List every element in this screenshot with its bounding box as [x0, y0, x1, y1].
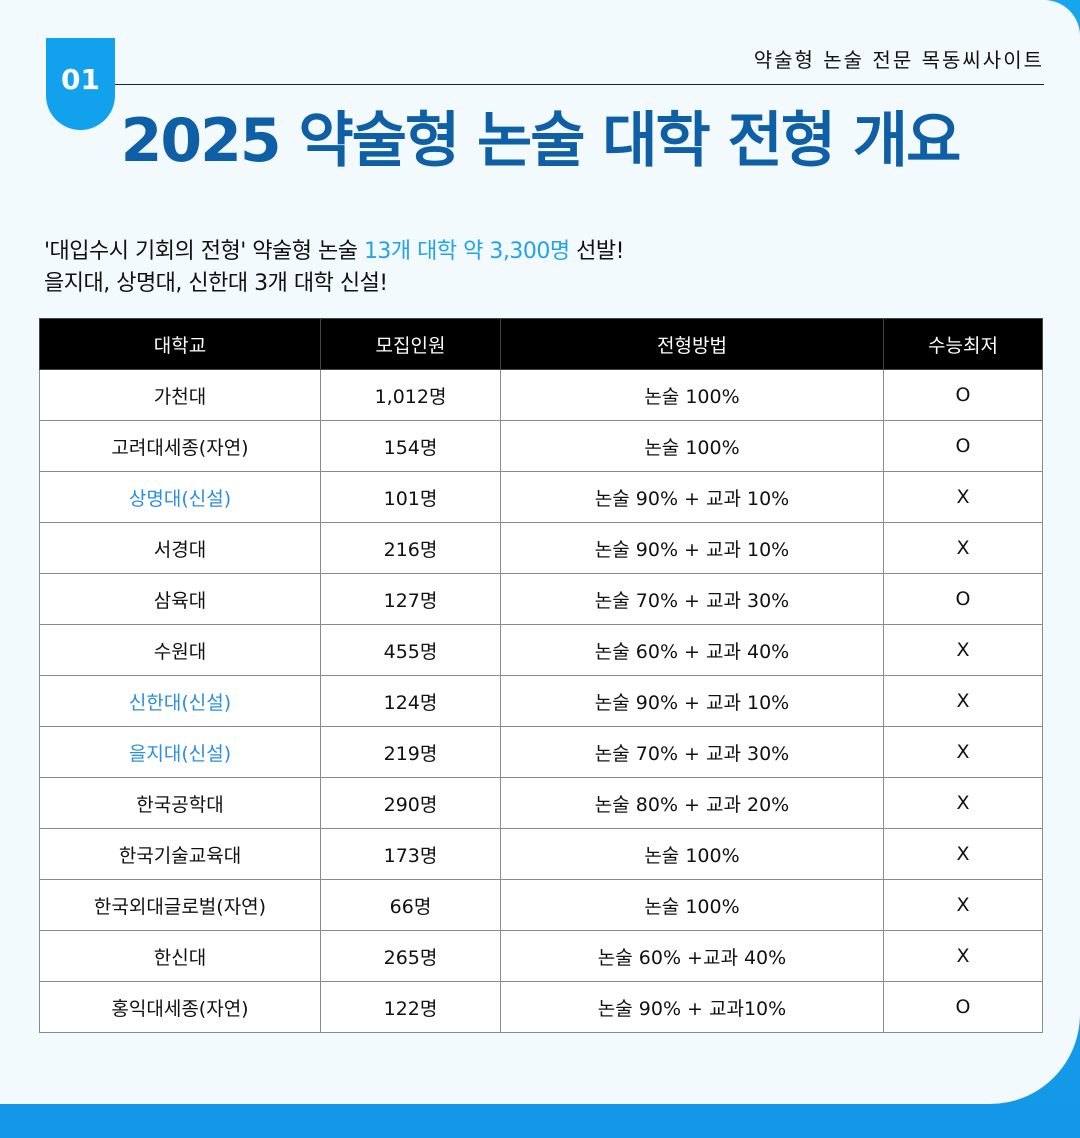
school-cell: 수원대 [39, 624, 321, 676]
method-cell: 논술 60% + 교과 40% [500, 624, 884, 676]
table-row: 홍익대세종(자연) 122명 논술 90% + 교과10% O [39, 981, 1043, 1033]
school-cell: 한신대 [39, 930, 321, 982]
count-cell: 219명 [320, 726, 501, 778]
table-body: 가천대 1,012명 논술 100% O 고려대세종(자연) 154명 논술 100% O 상명… [39, 369, 1043, 1033]
intro-highlight: 13개 대학 약 3,300명 [363, 239, 570, 264]
count-cell: 1,012명 [320, 369, 501, 421]
header-method: 전형방법 [500, 318, 884, 370]
csat-min-cell: X [883, 522, 1043, 574]
table-row: 한국기술교육대 173명 논술 100% X [39, 828, 1043, 880]
method-cell: 논술 100% [500, 879, 884, 931]
school-cell: 홍익대세종(자연) [39, 981, 321, 1033]
method-cell: 논술 90% + 교과 10% [500, 471, 884, 523]
intro-line-1: '대입수시 기회의 전형' 약술형 논술 13개 대학 약 3,300명 선발! [44, 236, 624, 268]
school-cell: 한국외대글로벌(자연) [39, 879, 321, 931]
csat-min-cell: X [883, 828, 1043, 880]
count-cell: 154명 [320, 420, 501, 472]
csat-min-cell: X [883, 624, 1043, 676]
table-row: 신한대(신설) 124명 논술 90% + 교과 10% X [39, 675, 1043, 727]
count-cell: 455명 [320, 624, 501, 676]
count-cell: 127명 [320, 573, 501, 625]
method-cell: 논술 90% + 교과 10% [500, 675, 884, 727]
table-row: 을지대(신설) 219명 논술 70% + 교과 30% X [39, 726, 1043, 778]
table-row: 한국외대글로벌(자연) 66명 논술 100% X [39, 879, 1043, 931]
table-row: 고려대세종(자연) 154명 논술 100% O [39, 420, 1043, 472]
count-cell: 265명 [320, 930, 501, 982]
school-cell: 을지대(신설) [39, 726, 321, 778]
csat-min-cell: X [883, 879, 1043, 931]
count-cell: 122명 [320, 981, 501, 1033]
csat-min-cell: O [883, 981, 1043, 1033]
intro-line-1-start: '대입수시 기회의 전형' 약술형 논술 [44, 239, 364, 264]
content-card: 01 약술형 논술 전문 목동씨사이트 2025 약술형 논술 대학 전형 개요… [0, 0, 1080, 1104]
count-cell: 173명 [320, 828, 501, 880]
school-cell: 한국공학대 [39, 777, 321, 829]
table-row: 상명대(신설) 101명 논술 90% + 교과 10% X [39, 471, 1043, 523]
count-cell: 124명 [320, 675, 501, 727]
method-cell: 논술 100% [500, 369, 884, 421]
method-cell: 논술 100% [500, 420, 884, 472]
count-cell: 216명 [320, 522, 501, 574]
school-cell: 한국기술교육대 [39, 828, 321, 880]
method-cell: 논술 60% +교과 40% [500, 930, 884, 982]
method-cell: 논술 70% + 교과 30% [500, 726, 884, 778]
count-cell: 290명 [320, 777, 501, 829]
school-cell: 삼육대 [39, 573, 321, 625]
table-row: 삼육대 127명 논술 70% + 교과 30% O [39, 573, 1043, 625]
csat-min-cell: O [883, 573, 1043, 625]
school-cell: 가천대 [39, 369, 321, 421]
csat-min-cell: X [883, 675, 1043, 727]
header-csat-min: 수능최저 [883, 318, 1043, 370]
intro-line-1-end: 선발! [569, 239, 624, 264]
method-cell: 논술 90% + 교과 10% [500, 522, 884, 574]
school-cell: 서경대 [39, 522, 321, 574]
table-row: 한국공학대 290명 논술 80% + 교과 20% X [39, 777, 1043, 829]
table-row: 서경대 216명 논술 90% + 교과 10% X [39, 522, 1043, 574]
section-number-badge: 01 [46, 38, 115, 130]
site-name: 약술형 논술 전문 목동씨사이트 [753, 48, 1044, 72]
header-count: 모집인원 [320, 318, 501, 370]
table-row: 가천대 1,012명 논술 100% O [39, 369, 1043, 421]
intro-line-2: 을지대, 상명대, 신한대 3개 대학 신설! [44, 271, 388, 296]
csat-min-cell: X [883, 726, 1043, 778]
count-cell: 66명 [320, 879, 501, 931]
school-cell: 고려대세종(자연) [39, 420, 321, 472]
csat-min-cell: X [883, 777, 1043, 829]
csat-min-cell: O [883, 369, 1043, 421]
method-cell: 논술 80% + 교과 20% [500, 777, 884, 829]
intro-text: '대입수시 기회의 전형' 약술형 논술 13개 대학 약 3,300명 선발!… [44, 236, 624, 300]
csat-min-cell: O [883, 420, 1043, 472]
school-cell: 상명대(신설) [39, 471, 321, 523]
header-divider [115, 84, 1044, 85]
method-cell: 논술 100% [500, 828, 884, 880]
page-title: 2025 약술형 논술 대학 전형 개요 [120, 106, 962, 176]
table-row: 수원대 455명 논술 60% + 교과 40% X [39, 624, 1043, 676]
header-school: 대학교 [39, 318, 321, 370]
csat-min-cell: X [883, 471, 1043, 523]
method-cell: 논술 70% + 교과 30% [500, 573, 884, 625]
school-cell: 신한대(신설) [39, 675, 321, 727]
count-cell: 101명 [320, 471, 501, 523]
csat-min-cell: X [883, 930, 1043, 982]
admissions-table: 대학교 모집인원 전형방법 수능최저 가천대 1,012명 논술 100% O 고려대세… [39, 318, 1043, 1033]
table-row: 한신대 265명 논술 60% +교과 40% X [39, 930, 1043, 982]
table-header-row: 대학교 모집인원 전형방법 수능최저 [39, 318, 1043, 370]
method-cell: 논술 90% + 교과10% [500, 981, 884, 1033]
